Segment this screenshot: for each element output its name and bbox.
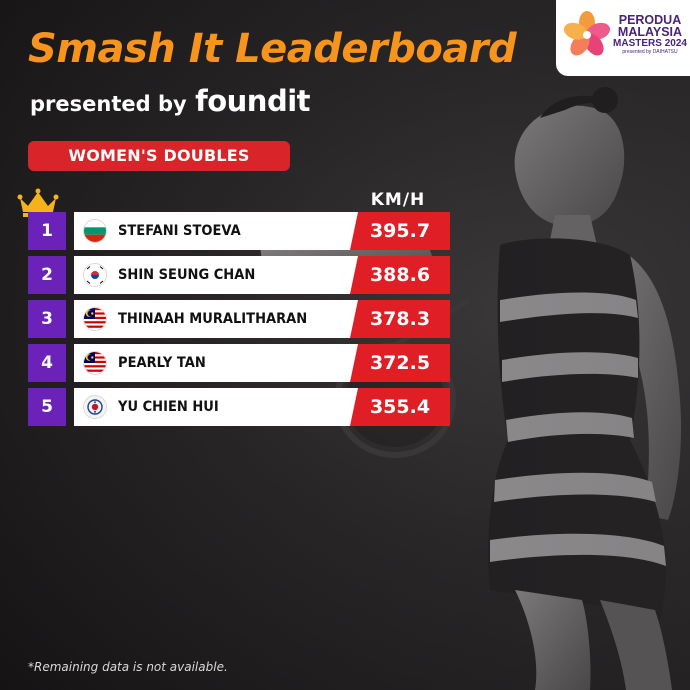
player-cell: SHIN SEUNG CHAN (74, 256, 374, 294)
player-cell: PEARLY TAN (74, 344, 374, 382)
sponsor-logo: foundit (195, 84, 311, 118)
speed-cell: 388.6 (350, 256, 450, 294)
presented-by-line: presented by foundit (30, 84, 311, 118)
player-cell: YU CHIEN HUI (74, 388, 374, 426)
player-name: STEFANI STOEVA (118, 223, 241, 239)
event-name: PERODUA MALAYSIA MASTERS 2024 presented … (612, 14, 688, 55)
event-logo: PERODUA MALAYSIA MASTERS 2024 presented … (556, 0, 690, 76)
event-line-3: MASTERS 2024 (613, 38, 687, 49)
leaderboard-row-5: 5 YU CHIEN HUI 355.4 (28, 388, 450, 426)
event-line-1: PERODUA (618, 13, 682, 27)
player-cell: THINAAH MURALITHARAN (74, 300, 374, 338)
rank-number: 1 (28, 212, 66, 250)
speed-unit-label: KM/H (370, 190, 426, 210)
event-line-4: presented by DAIHATSU (622, 49, 678, 55)
leaderboard-row-4: 4 PEARLY TAN 372.5 (28, 344, 450, 382)
smash-speed: 355.4 (369, 396, 431, 418)
player-cell: STEFANI STOEVA (74, 212, 374, 250)
speed-cell: 355.4 (350, 388, 450, 426)
leaderboard-title: Smash It Leaderboard (28, 26, 517, 72)
bulgaria-flag-icon (84, 220, 106, 242)
player-name: PEARLY TAN (118, 355, 206, 371)
speed-cell: 372.5 (350, 344, 450, 382)
rank-number: 3 (28, 300, 66, 338)
chinese-taipei-flag-icon (84, 396, 106, 418)
speed-cell: 395.7 (350, 212, 450, 250)
rank-number: 2 (28, 256, 66, 294)
leaderboard-row-1: 1 STEFANI STOEVA 395.7 (28, 212, 450, 250)
smash-speed: 395.7 (369, 220, 431, 242)
player-name: SHIN SEUNG CHAN (118, 267, 256, 283)
smash-speed: 388.6 (369, 264, 431, 286)
malaysia-flag-icon (84, 308, 106, 330)
leaderboard-row-2: 2 SHIN SEUNG CHAN 388.6 (28, 256, 450, 294)
speed-cell: 378.3 (350, 300, 450, 338)
smash-speed: 372.5 (369, 352, 431, 374)
category-badge: WOMEN'S DOUBLES (28, 141, 290, 171)
malaysia-flag-icon (84, 352, 106, 374)
rank-number: 5 (28, 388, 66, 426)
event-line-2: MALAYSIA (617, 25, 683, 39)
presented-by-label: presented by (30, 92, 187, 116)
flower-logo-icon (563, 11, 611, 56)
footnote: *Remaining data is not available. (28, 660, 228, 674)
smash-speed: 378.3 (369, 308, 431, 330)
south-korea-flag-icon (84, 264, 106, 286)
leaderboard-row-3: 3 THINAAH MURALITHARAN 378.3 (28, 300, 450, 338)
rank-number: 4 (28, 344, 66, 382)
player-name: YU CHIEN HUI (118, 399, 219, 415)
player-name: THINAAH MURALITHARAN (118, 311, 308, 327)
